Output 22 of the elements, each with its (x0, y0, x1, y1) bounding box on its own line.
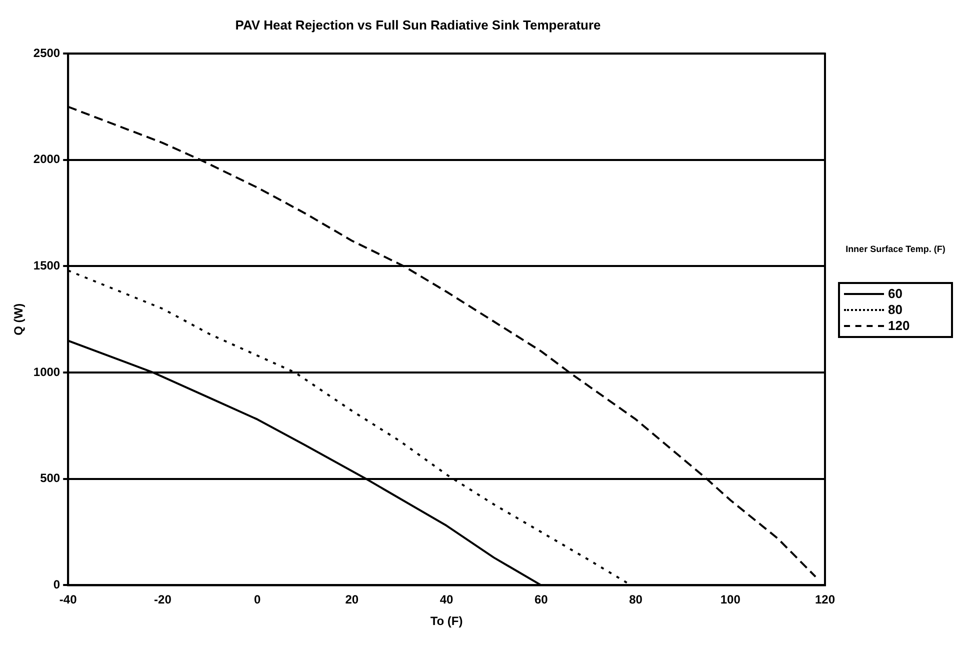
x-tick-label: -40 (59, 592, 78, 607)
x-tick-label: 40 (440, 592, 454, 607)
legend-label: 60 (888, 286, 902, 302)
x-tick-label: 20 (345, 592, 359, 607)
x-tick-label: 80 (629, 592, 643, 607)
y-tick-label: 500 (40, 471, 60, 486)
legend-title: Inner Surface Temp. (F) (844, 244, 946, 254)
chart-title: PAV Heat Rejection vs Full Sun Radiative Sink Temperature (235, 17, 601, 32)
y-tick-label: 2500 (33, 46, 60, 60)
y-tick-label: 0 (53, 578, 60, 592)
y-axis-title: Q (W) (12, 303, 26, 336)
y-tick-label: 1500 (33, 258, 60, 273)
legend-label: 120 (888, 318, 910, 334)
x-tick-label: 120 (814, 592, 836, 607)
x-tick-label: 60 (534, 592, 548, 607)
legend-label: 80 (888, 302, 902, 318)
y-tick-label: 1000 (33, 364, 60, 379)
x-axis-title: To (F) (430, 614, 463, 628)
x-tick-label: 100 (720, 592, 741, 607)
y-tick-label: 2000 (33, 152, 60, 166)
x-tick-label: 0 (254, 592, 261, 607)
x-tick-label: -20 (154, 592, 172, 607)
